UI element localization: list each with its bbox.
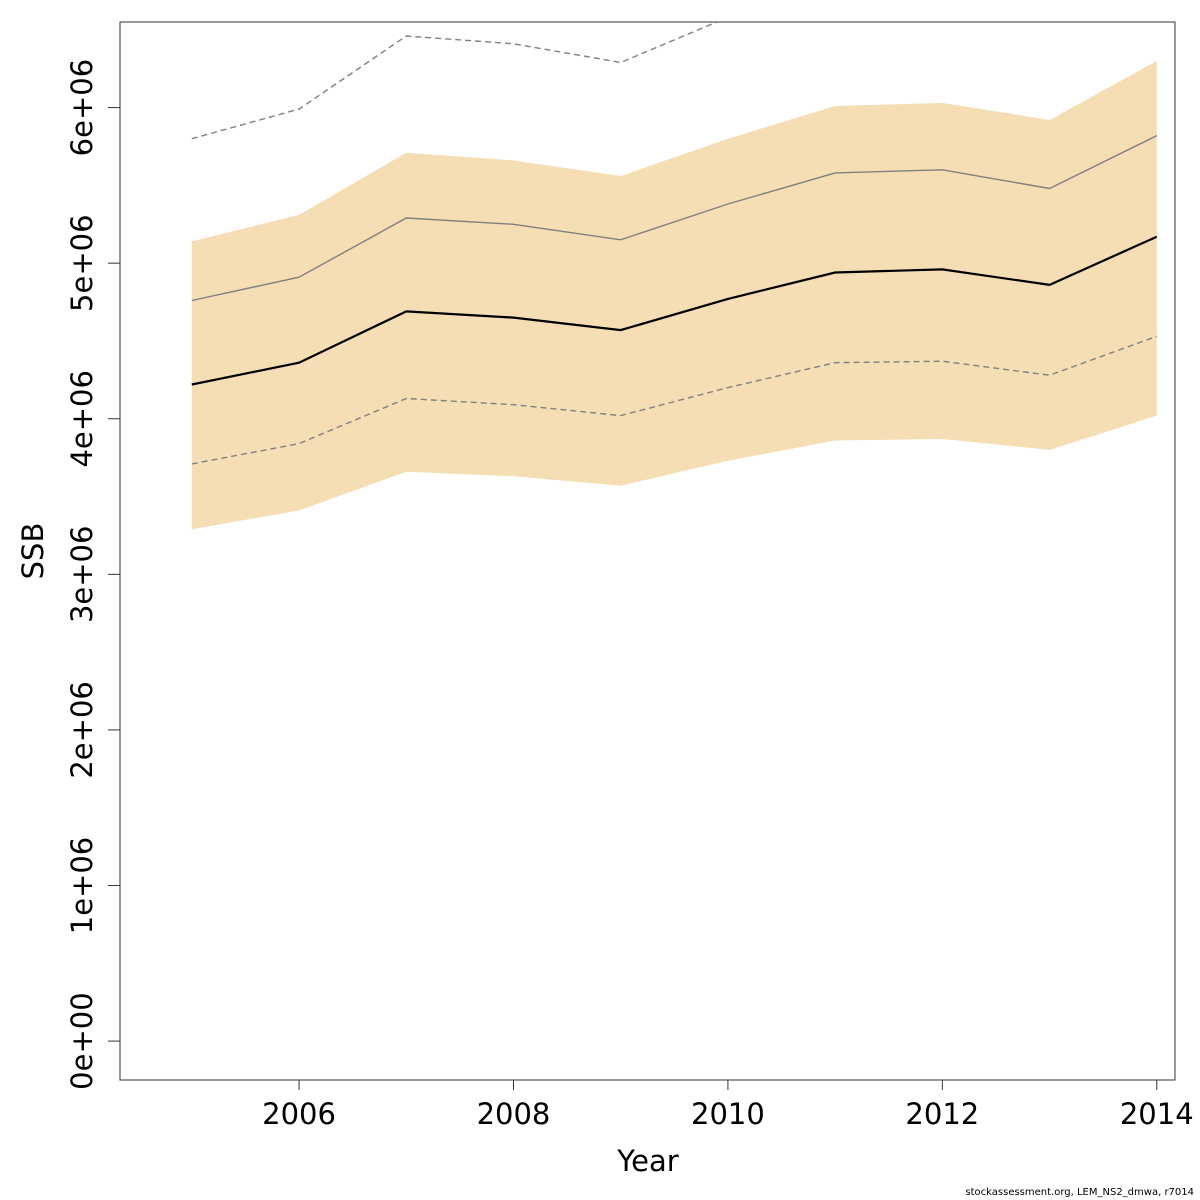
y-tick-label: 5e+06 (65, 214, 99, 312)
ssb-estimate-line (191, 235, 1158, 386)
x-axis-label: Year (616, 1144, 678, 1178)
y-axis-label: SSB (16, 523, 50, 580)
y-tick-label: 0e+00 (65, 992, 99, 1090)
x-tick-label: 2014 (1120, 1097, 1194, 1131)
y-tick-label: 2e+06 (65, 681, 99, 779)
lower-dashed-line (191, 335, 1158, 465)
upper-dashed-line (191, 22, 719, 140)
x-tick-label: 2010 (691, 1097, 765, 1131)
upper-reference-line (191, 134, 1158, 302)
y-tick-label: 4e+06 (65, 370, 99, 468)
x-tick-label: 2012 (905, 1097, 979, 1131)
y-tick-label: 1e+06 (65, 837, 99, 935)
y-axis: 0e+00 1e+06 2e+06 3e+06 4e+06 5e+06 6e+06 (65, 59, 120, 1090)
x-axis: 2006 2008 2010 2012 2014 (262, 1080, 1194, 1131)
y-tick-label: 6e+06 (65, 59, 99, 157)
confidence-band (191, 60, 1157, 530)
footer-note: stockassessment.org, LEM_NS2_dmwa, r7014 (965, 1187, 1194, 1198)
plot-frame (119, 21, 1176, 1081)
x-tick-label: 2008 (477, 1097, 551, 1131)
x-tick-label: 2006 (262, 1097, 336, 1131)
y-tick-label: 3e+06 (65, 526, 99, 624)
plot-area (191, 22, 1158, 530)
